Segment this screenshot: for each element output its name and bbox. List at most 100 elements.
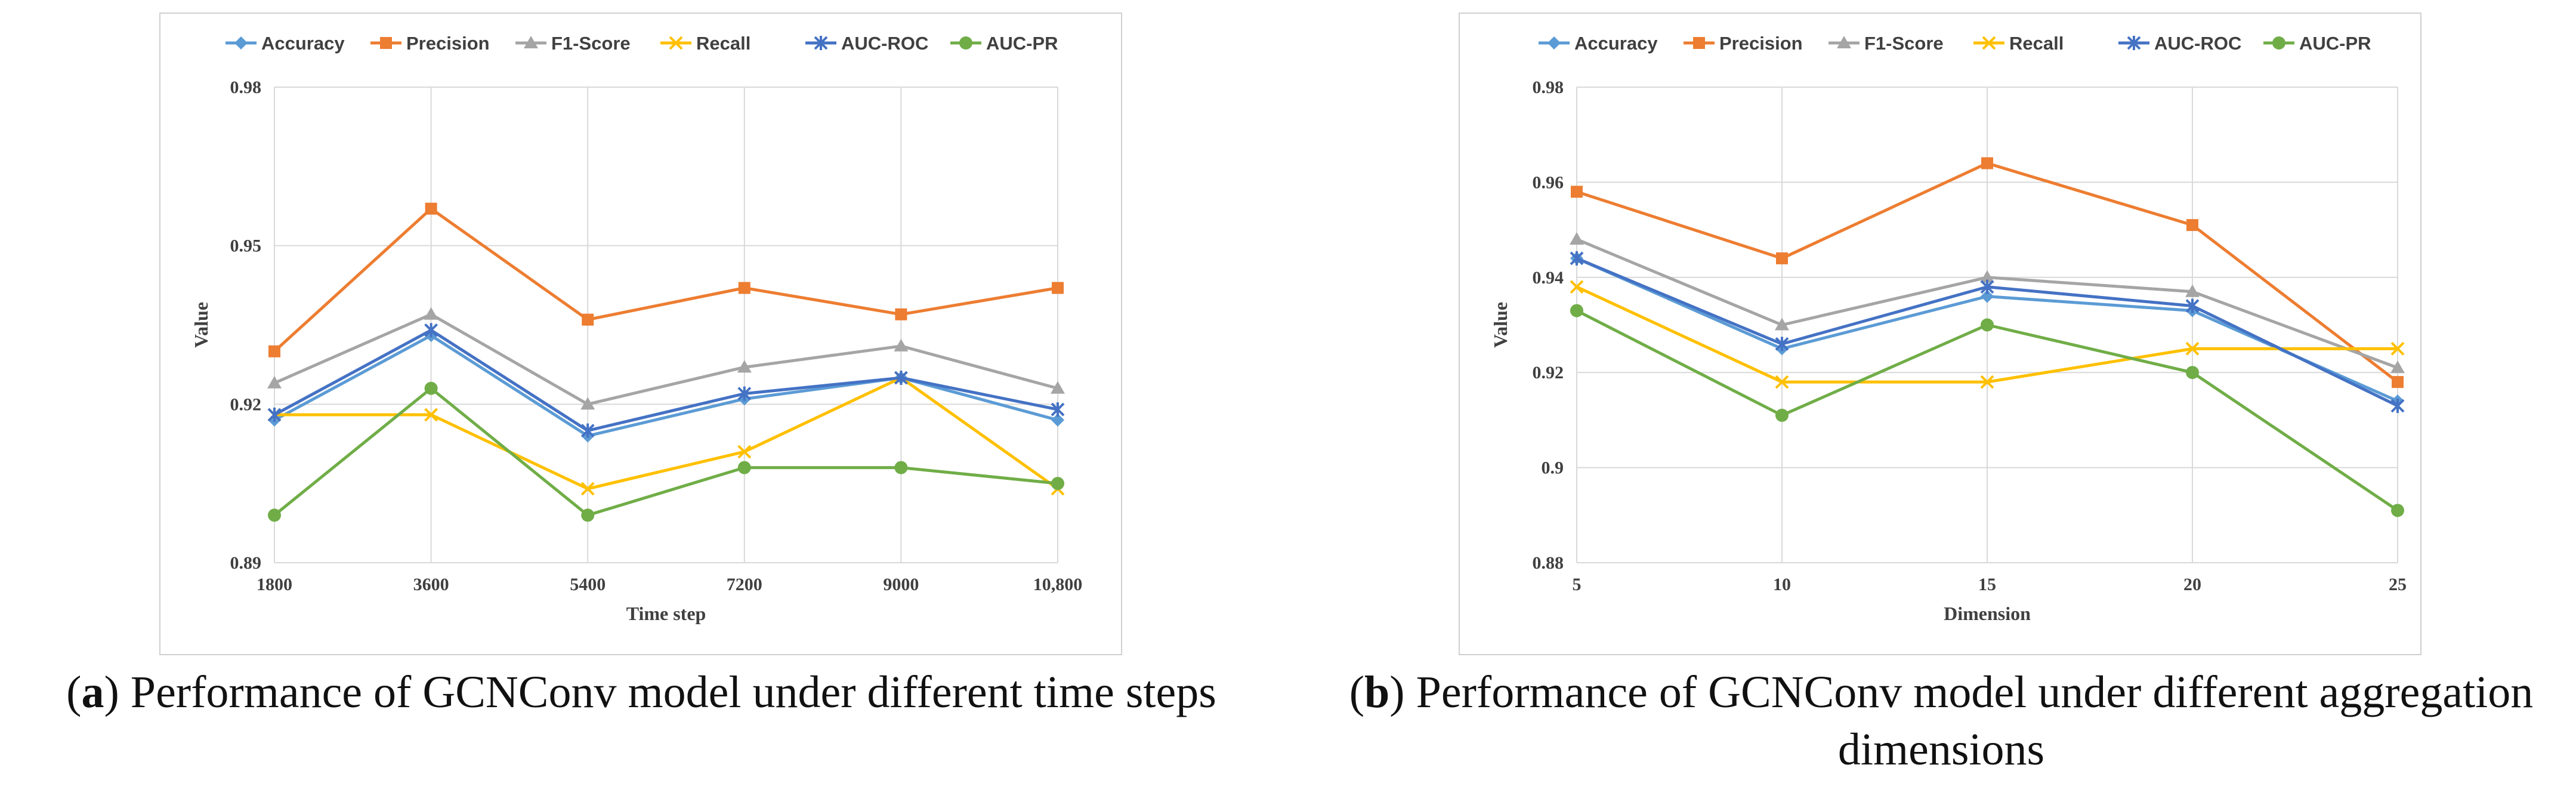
- chart-a-point-recall-1: [424, 408, 438, 422]
- chart-b-point-recall-3: [2185, 341, 2200, 356]
- chart-b-point-recall-2: [1980, 375, 1994, 389]
- chart-a-point-f1-0: [267, 375, 282, 388]
- chart-b-ytick-label-0: 0.88: [1533, 553, 1564, 573]
- chart-b-point-f1-1: [1775, 317, 1789, 331]
- chart-a-series-line-recall: [274, 376, 1059, 491]
- chart-a-point-accuracy-5: [1051, 413, 1064, 427]
- chart-b-xlabel: Dimension: [1944, 603, 2031, 624]
- chart-b-xtick-label-0: 5: [1573, 575, 1582, 594]
- caption-a: (a) Performance of GCNConv model under d…: [0, 664, 1283, 721]
- chart-b-point-accuracy-2: [1981, 289, 1994, 303]
- chart-a-point-auc_pr-5: [1051, 477, 1064, 491]
- chart-a-series-line-f1: [273, 313, 1058, 406]
- chart-b-point-precision-2: [1981, 157, 1993, 169]
- chart-b-point-auc_pr-4: [2391, 504, 2404, 517]
- caption-b-open: (: [1349, 667, 1365, 717]
- chart-a-legend-accuracy-marker: [234, 36, 248, 50]
- chart-a-point-f1-3: [737, 360, 752, 373]
- chart-a-point-auc_roc-3: [737, 386, 752, 401]
- chart-b-point-auc_roc-1: [1775, 337, 1789, 351]
- caption-b-text: Performance of GCNConv model under diffe…: [1404, 667, 2534, 775]
- chart-a-xtick-label-5: 10,800: [1033, 575, 1083, 594]
- chart-a-legend-precision-marker: [380, 37, 392, 49]
- chart-a-point-f1-4: [894, 338, 909, 351]
- chart-a: 0.89 0.92 0.95 0.98 1800 3600 5400 7200 9000 10,8…: [159, 13, 1122, 655]
- chart-a-ylabel: Value: [190, 302, 212, 348]
- chart-b-ylabel: Value: [1490, 302, 1511, 348]
- chart-a-series-line-accuracy: [273, 334, 1058, 437]
- chart-b-legend-label-recall: Recall: [2009, 33, 2064, 54]
- chart-b-frame: [1459, 13, 2421, 655]
- chart-a-point-auc_roc-2: [580, 423, 595, 438]
- chart-a-point-auc_roc-1: [424, 323, 438, 338]
- chart-b-point-precision-1: [1776, 252, 1788, 264]
- chart-a-point-f1-2: [580, 397, 595, 410]
- caption-a-open: (: [66, 667, 82, 717]
- chart-b-point-f1-0: [1570, 232, 1584, 245]
- chart-b-legend-precision-marker: [1693, 37, 1705, 49]
- chart-b-point-auc_roc-2: [1980, 279, 1994, 294]
- chart-b-point-auc_roc-3: [2185, 298, 2200, 313]
- chart-b-ytick-label-2: 0.92: [1533, 363, 1564, 383]
- chart-a-legend-recall-marker: [669, 36, 683, 50]
- chart-a-point-auc_pr-1: [424, 381, 438, 395]
- caption-b-letter: b: [1364, 667, 1390, 717]
- chart-a-xtick-label-4: 9000: [883, 575, 919, 594]
- chart-b-point-auc_pr-3: [2186, 366, 2199, 380]
- chart-a-point-precision-3: [738, 282, 750, 294]
- chart-a-point-auc_roc-4: [894, 371, 908, 386]
- chart-b-point-f1-2: [1980, 270, 1994, 283]
- chart-a-point-auc_pr-4: [894, 461, 908, 474]
- chart-b-legend-label-precision: Precision: [1719, 33, 1803, 54]
- chart-b-ytick-label-1: 0.9: [1542, 458, 1564, 478]
- caption-b-close: ): [1389, 667, 1405, 717]
- chart-b-point-f1-4: [2390, 360, 2405, 374]
- chart-b-point-recall-4: [2390, 341, 2405, 356]
- chart-a-xtick-label-1: 3600: [413, 575, 449, 594]
- chart-a-frame: [159, 13, 1122, 655]
- chart-a-ytick-label-1: 0.92: [230, 394, 262, 414]
- chart-a-legend-auc_roc-marker: [814, 36, 828, 50]
- caption-a-letter: a: [81, 667, 104, 717]
- chart-a-point-auc_roc-5: [1051, 402, 1065, 417]
- chart-a-point-precision-2: [582, 313, 594, 326]
- chart-b-ytick-label-4: 0.96: [1533, 172, 1564, 192]
- chart-a-legend-label-f1: F1-Score: [551, 33, 631, 54]
- chart-a-point-auc_pr-0: [268, 508, 281, 522]
- chart-b-ytick-label-5: 0.98: [1533, 78, 1564, 97]
- chart-a-series-line-auc_roc: [273, 328, 1058, 433]
- chart-b-legend-f1-marker: [1837, 36, 1851, 48]
- chart-b-point-auc_roc-4: [2390, 398, 2405, 413]
- chart-b-point-auc_pr-0: [1570, 304, 1583, 317]
- chart-a-xtick-label-0: 1800: [257, 575, 292, 594]
- chart-a-xtick-label-2: 5400: [570, 575, 606, 594]
- chart-b-xtick-label-1: 10: [1773, 575, 1791, 594]
- chart-a-point-f1-1: [424, 307, 438, 320]
- chart-a-point-auc_roc-0: [267, 408, 282, 422]
- chart-a-legend-label-auc_pr: AUC-PR: [986, 33, 1058, 54]
- chart-a-legend-label-accuracy: Accuracy: [261, 33, 345, 54]
- chart-b-legend-label-accuracy: Accuracy: [1574, 33, 1658, 54]
- chart-a-legend-label-precision: Precision: [406, 33, 490, 54]
- chart-a-legend-f1-marker: [524, 36, 538, 48]
- chart-b-xtick-label-4: 25: [2389, 575, 2407, 594]
- chart-b-legend-auc_roc-marker: [2127, 36, 2141, 50]
- chart-b-xtick-label-3: 20: [2183, 575, 2201, 594]
- chart-a-point-auc_pr-2: [581, 508, 595, 522]
- chart-a-legend-label-recall: Recall: [696, 33, 750, 54]
- chart-a-point-f1-5: [1051, 381, 1065, 394]
- chart-a-point-precision-0: [268, 345, 280, 357]
- chart-b-point-precision-3: [2186, 219, 2198, 232]
- chart-a-ytick-label-2: 0.95: [230, 236, 262, 256]
- chart-b-xtick-label-2: 15: [1978, 575, 1996, 594]
- chart-b-legend-label-f1: F1-Score: [1864, 33, 1944, 54]
- chart-b-point-f1-3: [2185, 284, 2200, 297]
- chart-a-xlabel: Time step: [626, 603, 706, 624]
- chart-a-point-recall-3: [737, 445, 752, 459]
- chart-a-point-precision-4: [895, 308, 907, 320]
- chart-b-point-precision-4: [2392, 376, 2404, 388]
- chart-b-legend-label-auc_roc: AUC-ROC: [2154, 33, 2241, 54]
- caption-a-text: Performance of GCNConv model under diffe…: [119, 667, 1216, 717]
- chart-a-series-line-precision: [273, 207, 1058, 353]
- chart-a-point-recall-2: [580, 482, 595, 496]
